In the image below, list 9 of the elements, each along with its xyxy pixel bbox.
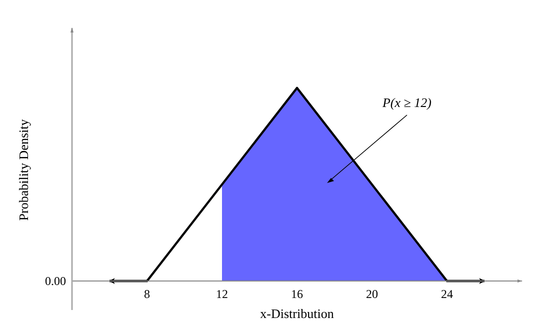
y-axis-title: Probability Density [16,118,31,221]
x-axis-title: x-Distribution [260,306,334,321]
text: 0.00 [45,274,66,288]
x-tick-label: 12 [216,287,228,302]
x-tick-label: 24 [441,287,453,302]
x-tick-label: 8 [144,287,150,302]
annotation: P(x ≥ 12) [381,95,432,110]
x-tick-label: 16 [291,287,303,302]
x-tick-label: 20 [366,287,378,302]
